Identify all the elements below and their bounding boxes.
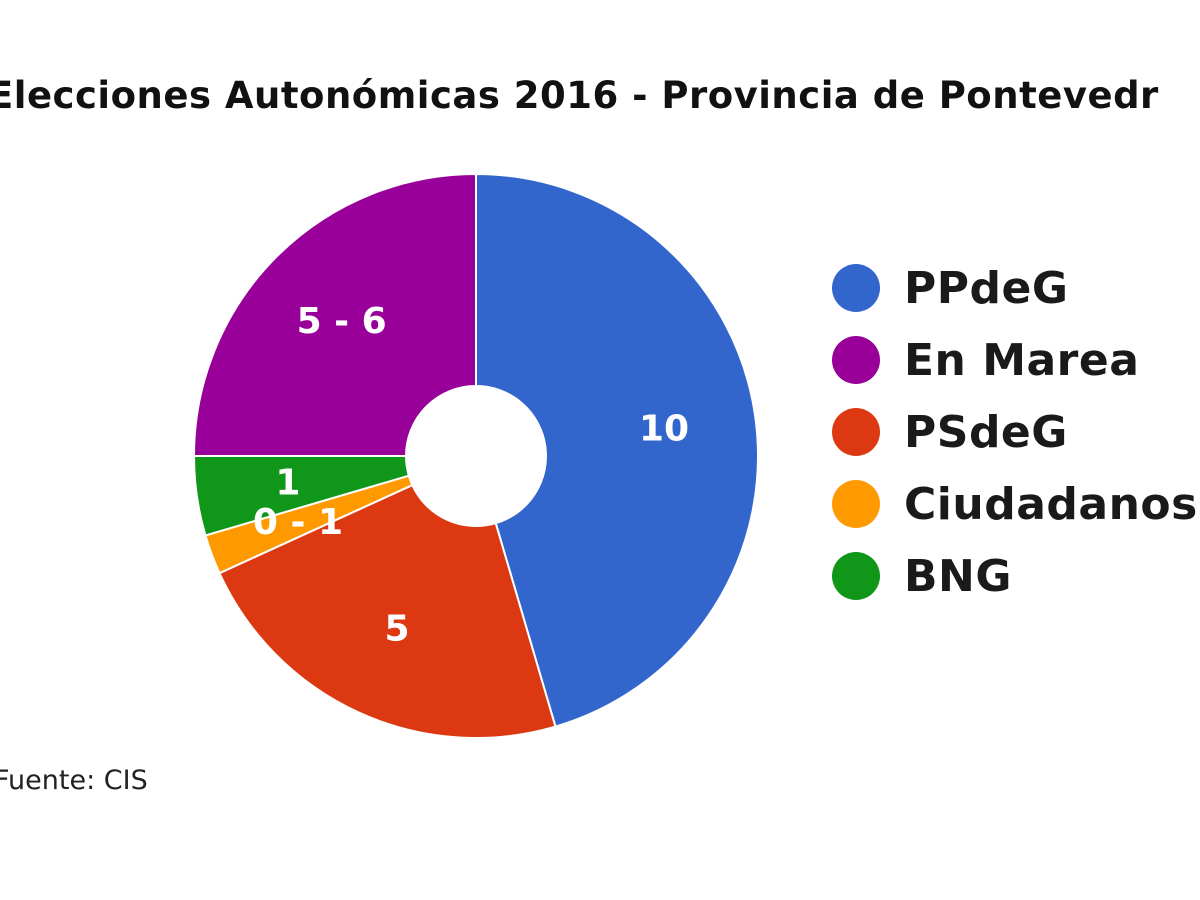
slice-label-ciudadanos: 0 - 1 [253,502,343,543]
legend-label-en-marea: En Marea [904,334,1140,386]
legend-label-psdeg: PSdeG [904,406,1068,458]
legend: PPdeG En Marea PSdeG Ciudadanos BNG [832,252,1198,612]
chart-title: Elecciones Autonómicas 2016 - Provincia … [0,74,1159,117]
legend-swatch-ppdeg [832,264,880,312]
legend-swatch-ciudadanos [832,480,880,528]
slice-label-ppdeg: 10 [639,408,689,449]
legend-item-ppdeg: PPdeG [832,252,1198,324]
legend-swatch-bng [832,552,880,600]
legend-item-psdeg: PSdeG [832,396,1198,468]
slice-en-marea [192,172,477,457]
slice-ppdeg [475,172,759,728]
slice-labels: 10 5 0 - 11 5 - 6 [253,301,689,649]
legend-label-ciudadanos: Ciudadanos [904,478,1198,530]
legend-swatch-en-marea [832,336,880,384]
slice-label-en-marea: 5 - 6 [297,301,387,342]
legend-item-ciudadanos: Ciudadanos [832,468,1198,540]
slice-psdeg [218,483,557,739]
legend-label-ppdeg: PPdeG [904,262,1069,314]
chart-source: Fuente: CIS [0,765,148,796]
legend-item-en-marea: En Marea [832,324,1198,396]
donut-slices [192,172,759,739]
legend-swatch-psdeg [832,408,880,456]
legend-item-bng: BNG [832,540,1198,612]
legend-label-bng: BNG [904,550,1012,602]
slice-label-bng: 1 [275,463,300,504]
slice-label-psdeg: 5 [385,608,410,649]
